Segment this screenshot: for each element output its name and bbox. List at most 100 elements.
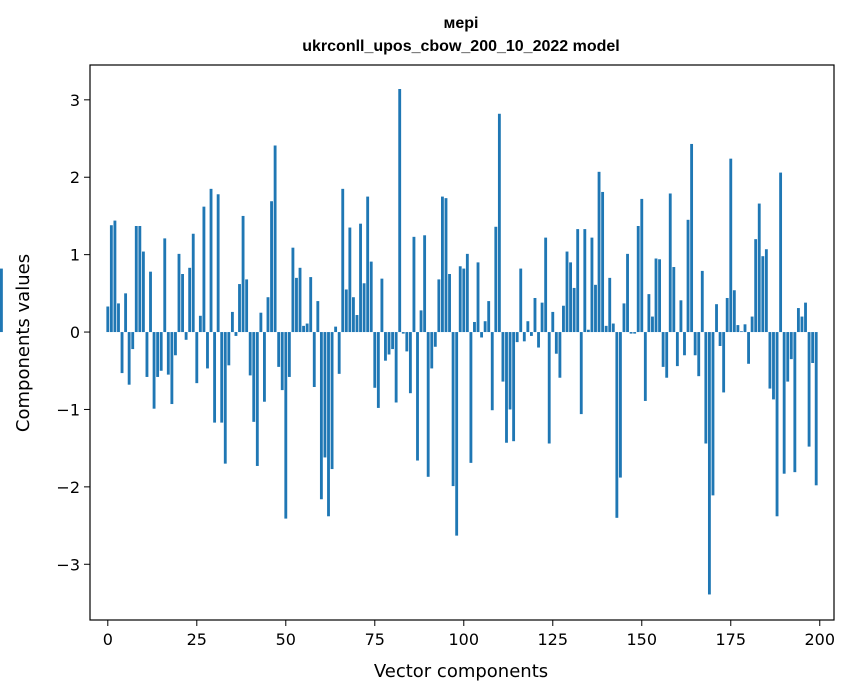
bar [611,323,615,333]
bar [302,325,306,333]
bar [483,321,487,333]
bar [722,332,726,393]
bar [462,268,466,333]
bar [608,277,612,333]
bar [690,143,694,333]
bar [732,290,736,333]
bar [166,332,170,375]
bar [401,332,405,334]
bar [444,198,448,333]
x-tick-label: 50 [276,630,296,649]
bar [174,332,177,356]
bar [416,332,419,461]
bar [750,316,754,333]
bar [352,297,355,333]
bar [405,332,409,352]
y-tick-label: 1 [70,246,80,265]
bar [508,332,512,410]
bar [330,332,334,470]
bar [198,315,202,333]
bar [594,284,597,333]
bar [230,311,234,333]
bar [191,233,195,333]
bar [633,332,637,334]
bar [255,332,259,466]
bar [430,332,434,369]
bar [238,284,241,333]
bar [615,332,619,518]
bar [537,332,540,348]
bar [248,332,252,376]
bar [270,201,273,333]
y-axis-ticks: −3 −2 −1 0 1 2 3 [56,91,90,574]
bar [522,332,526,342]
bar [384,332,387,361]
bar [551,311,555,333]
x-axis-label: Vector components [374,661,548,682]
bar [394,332,398,403]
bar [569,262,572,333]
bar [355,315,359,333]
bar [618,332,622,478]
bar [665,332,669,378]
y-tick-label: −2 [56,478,80,497]
bar [266,297,270,333]
bar [277,332,281,367]
bar [188,267,192,333]
bar [181,274,184,333]
bar [287,332,291,377]
bar [259,312,263,333]
bar [658,259,661,333]
bar [736,325,740,333]
bar [775,332,779,517]
bar [305,323,309,333]
bar [796,308,800,333]
x-axis-ticks: 0 25 50 75 100 125 150 175 200 [103,620,835,649]
bar [789,332,793,360]
chart-title: мері [444,15,479,32]
bar [590,237,594,333]
bar [683,332,686,356]
bar [241,215,245,333]
bar [202,206,206,333]
bar [220,332,224,423]
bar [156,332,160,377]
bar [622,303,626,333]
bar [729,158,733,333]
bar [134,226,138,333]
bar [661,332,665,367]
plot-area-frame [89,64,835,621]
bar [170,332,174,405]
bar [234,332,238,336]
bar [316,301,320,333]
bar [476,262,480,333]
bar [565,251,569,333]
bar [707,332,711,595]
bar [419,310,423,333]
bar [120,332,124,374]
bar [216,194,220,333]
bar [757,203,761,333]
bar [223,332,227,464]
bar [451,332,455,487]
bar [700,270,704,333]
bar [793,332,797,473]
bar [782,332,786,474]
bar [124,293,128,333]
bar [715,304,718,333]
bar [106,306,110,333]
bar [109,225,113,333]
bar [515,332,519,343]
bar [369,261,373,333]
bar [473,321,476,333]
bar [291,247,295,333]
bar [626,253,629,333]
bar [512,332,516,442]
bar [601,191,605,333]
bar [145,332,149,377]
bar [344,289,348,333]
y-tick-label: 2 [70,168,80,187]
bar [469,332,473,463]
bar [554,332,558,354]
bar [711,332,715,496]
